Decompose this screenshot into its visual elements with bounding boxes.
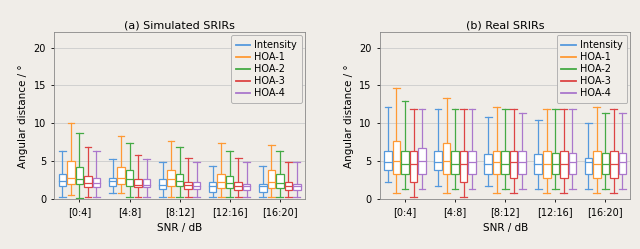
Bar (67, 161, 75, 184)
Bar (234, 182, 242, 190)
Bar (518, 151, 526, 174)
Bar (593, 151, 600, 178)
Bar (126, 170, 133, 186)
Bar (134, 180, 142, 187)
Bar (209, 182, 216, 192)
Title: (a) Simulated SRIRs: (a) Simulated SRIRs (124, 20, 235, 30)
X-axis label: SNR / dB: SNR / dB (157, 223, 202, 233)
Bar (59, 174, 66, 186)
Bar (568, 153, 576, 174)
Bar (493, 151, 500, 174)
Bar (117, 167, 125, 184)
Bar (176, 174, 184, 186)
Bar (610, 151, 618, 178)
Bar (510, 151, 518, 178)
Bar (468, 151, 476, 174)
Bar (451, 151, 459, 174)
Bar (401, 151, 409, 174)
Bar (84, 177, 92, 187)
Legend: Intensity, HOA-1, HOA-2, HOA-3, HOA-4: Intensity, HOA-1, HOA-2, HOA-3, HOA-4 (557, 35, 627, 103)
Y-axis label: Angular distance / °: Angular distance / ° (18, 64, 28, 168)
Bar (384, 151, 392, 170)
Bar (167, 170, 175, 186)
Bar (484, 154, 492, 174)
Bar (76, 167, 83, 184)
X-axis label: SNR / dB: SNR / dB (483, 223, 528, 233)
Bar (393, 141, 400, 174)
Bar (602, 153, 609, 174)
Bar (226, 177, 234, 188)
Bar (619, 153, 626, 174)
Bar (560, 151, 568, 178)
Bar (419, 148, 426, 174)
Bar (552, 153, 559, 174)
Bar (268, 170, 275, 188)
Bar (276, 174, 284, 188)
Bar (243, 184, 250, 190)
Bar (218, 174, 225, 188)
Y-axis label: Angular distance / °: Angular distance / ° (344, 64, 354, 168)
Bar (184, 182, 192, 189)
Bar (109, 178, 116, 186)
Legend: Intensity, HOA-1, HOA-2, HOA-3, HOA-4: Intensity, HOA-1, HOA-2, HOA-3, HOA-4 (231, 35, 302, 103)
Bar (501, 151, 509, 174)
Bar (193, 182, 200, 189)
Bar (143, 180, 150, 187)
Bar (285, 182, 292, 190)
Bar (435, 151, 442, 170)
Bar (584, 158, 592, 174)
Bar (543, 151, 550, 178)
Bar (443, 143, 451, 174)
Bar (410, 151, 417, 182)
Bar (159, 180, 166, 189)
Bar (293, 184, 301, 190)
Title: (b) Real SRIRs: (b) Real SRIRs (466, 20, 545, 30)
Bar (460, 151, 467, 182)
Bar (93, 178, 100, 187)
Bar (534, 154, 542, 174)
Bar (259, 184, 266, 192)
